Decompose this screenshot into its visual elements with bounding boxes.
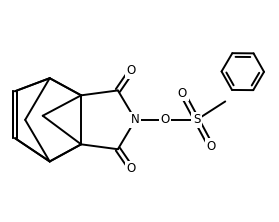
Text: O: O (161, 113, 170, 126)
Text: O: O (178, 87, 187, 100)
Text: O: O (127, 64, 136, 77)
Text: O: O (206, 140, 216, 153)
Text: O: O (127, 162, 136, 175)
Text: N: N (131, 113, 140, 126)
Text: S: S (193, 113, 200, 126)
